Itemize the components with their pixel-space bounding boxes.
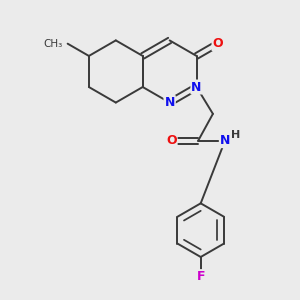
Text: H: H <box>231 130 240 140</box>
Text: O: O <box>212 37 223 50</box>
Text: N: N <box>220 134 230 147</box>
Text: N: N <box>191 80 202 94</box>
Text: O: O <box>166 134 177 147</box>
Text: CH₃: CH₃ <box>44 39 63 49</box>
Text: F: F <box>196 270 205 283</box>
Text: N: N <box>164 96 175 109</box>
